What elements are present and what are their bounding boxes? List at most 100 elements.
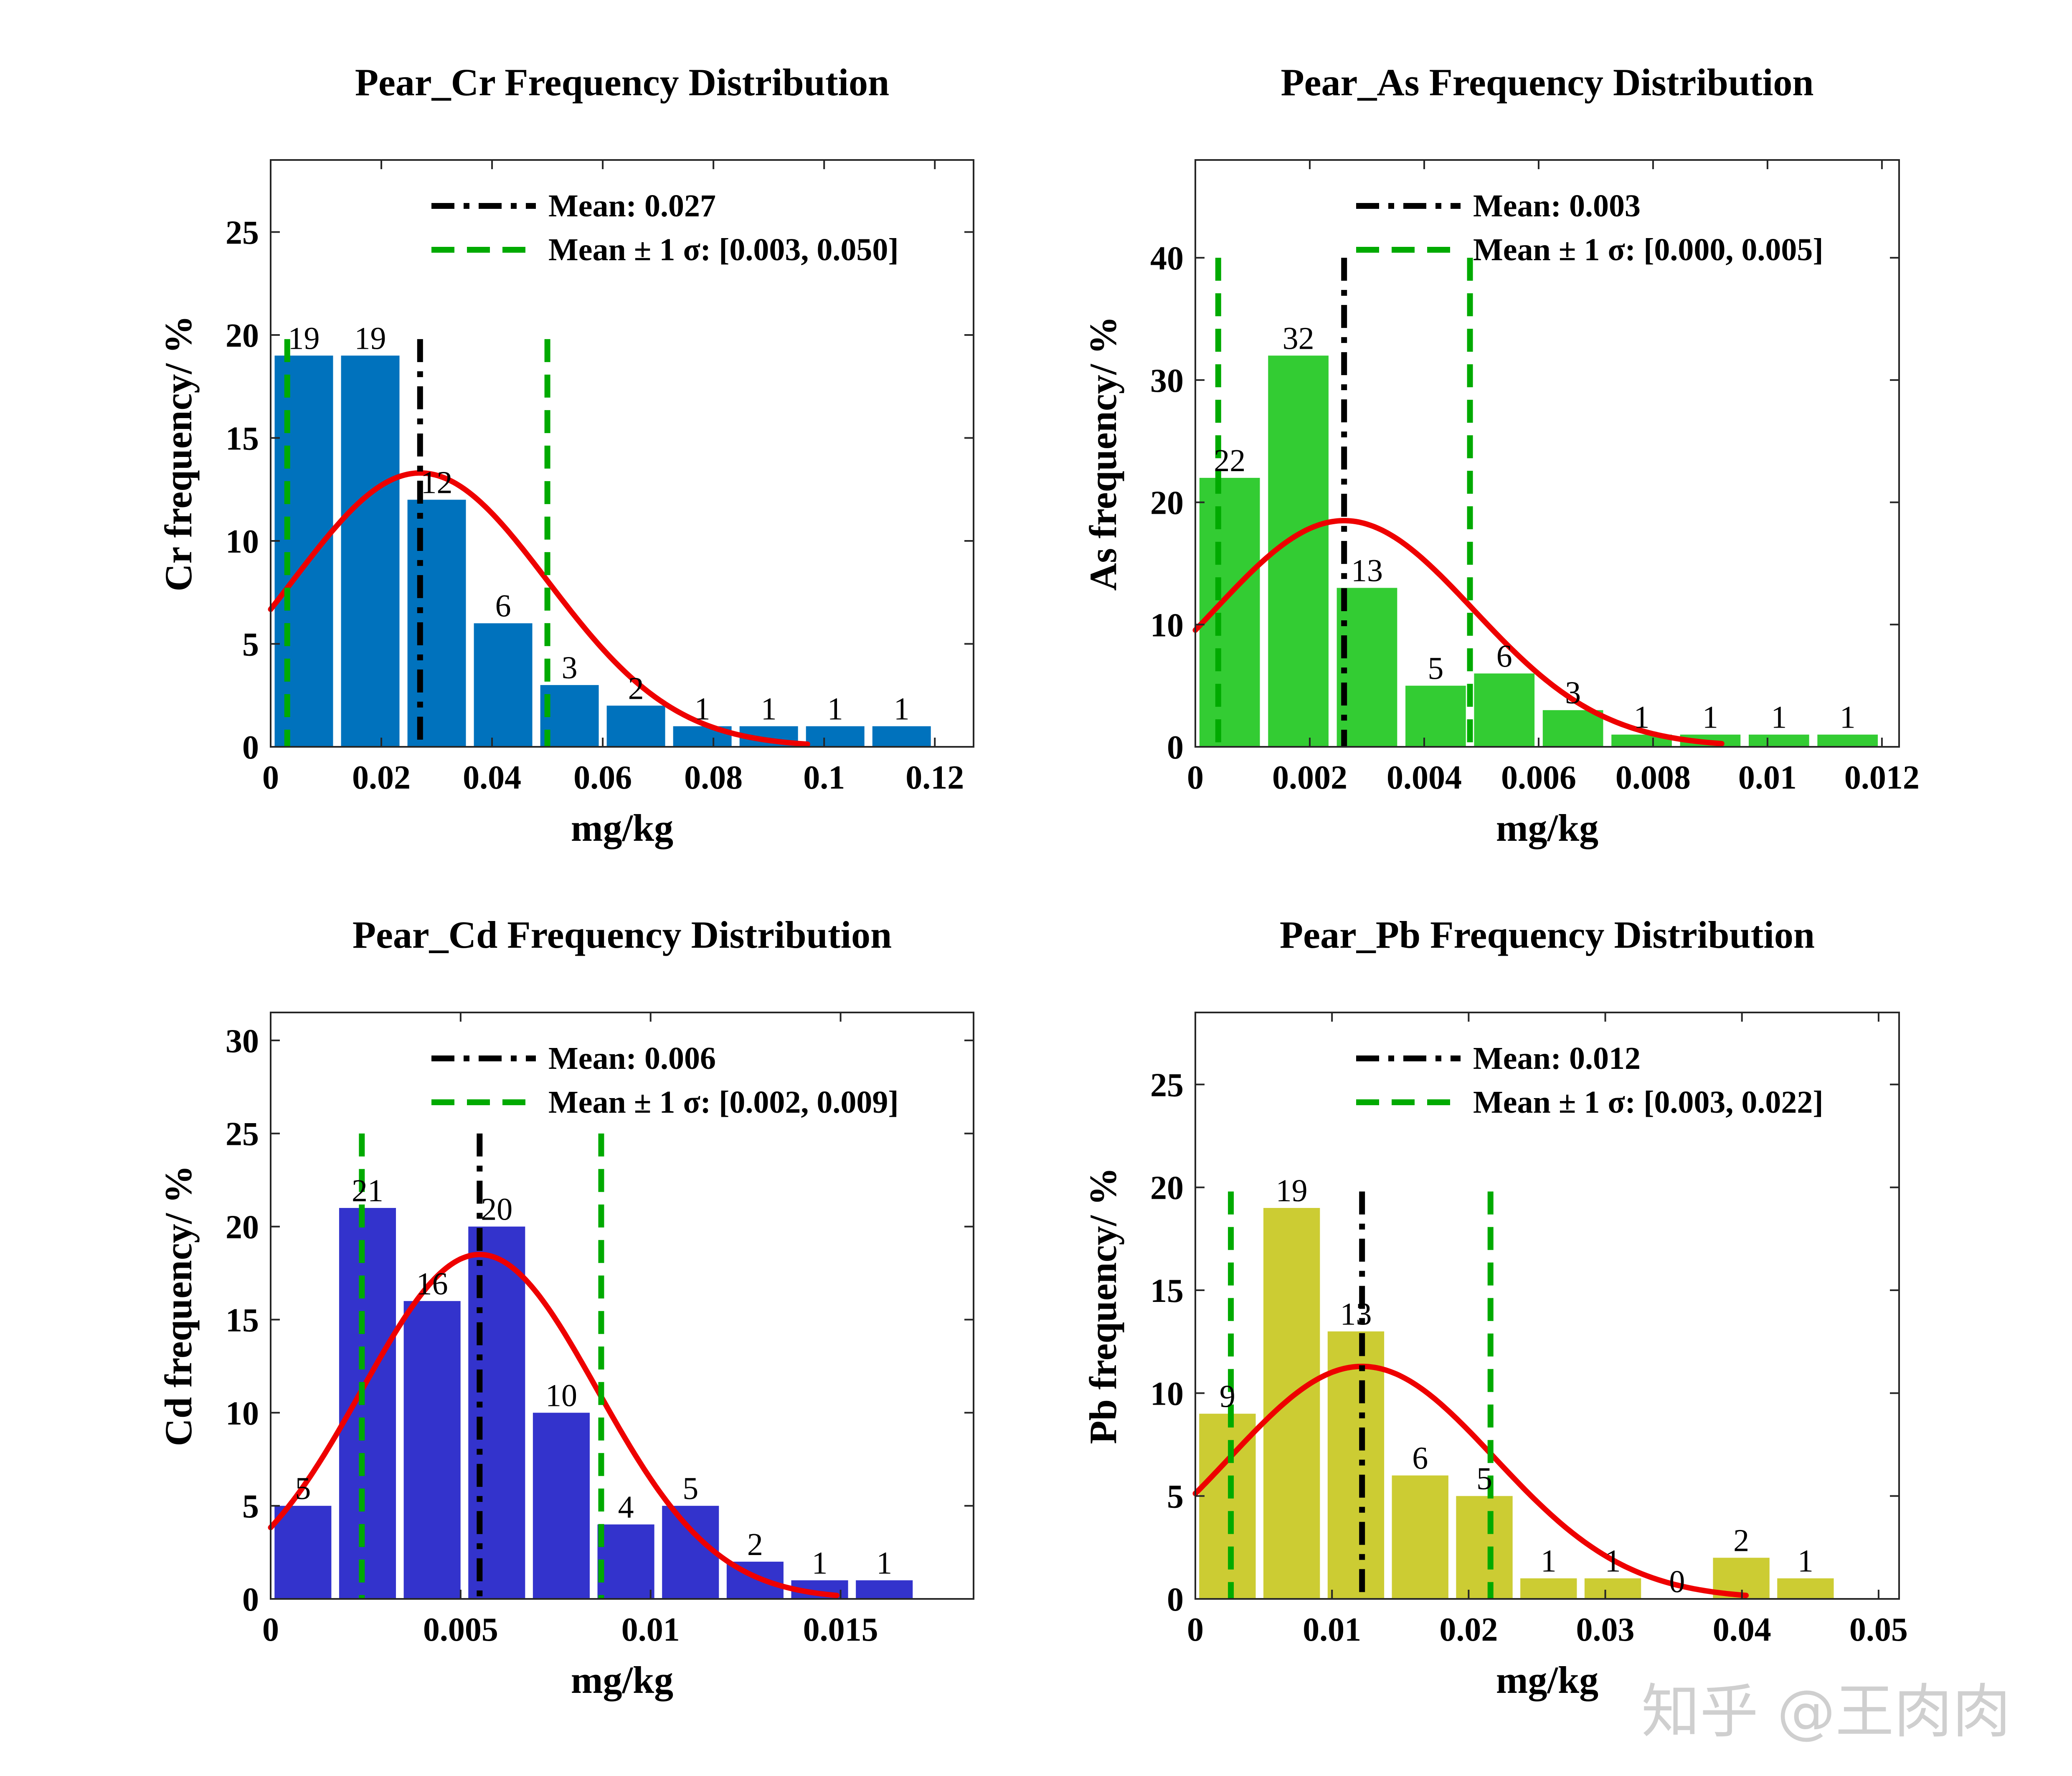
histogram-bar [533, 1413, 590, 1599]
histogram-bar [872, 726, 931, 747]
y-axis-label: Cr frequency/ % [157, 315, 200, 591]
y-tick-label: 0 [1167, 729, 1184, 766]
histogram-bar [606, 705, 665, 747]
y-tick-label: 0 [242, 1581, 259, 1618]
legend-mean-label: Mean: 0.027 [548, 188, 716, 223]
bar-value-label: 2 [628, 671, 644, 706]
y-tick-label: 25 [1150, 1067, 1184, 1104]
chart-title: Pear_Cr Frequency Distribution [355, 61, 889, 104]
bar-value-label: 1 [1798, 1544, 1813, 1579]
bar-value-label: 13 [1340, 1297, 1372, 1332]
bar-value-label: 2 [747, 1527, 763, 1562]
histogram-bar [274, 355, 333, 747]
bar-value-label: 9 [1220, 1379, 1235, 1414]
y-tick-label: 20 [226, 317, 259, 354]
bar-value-label: 2 [1733, 1523, 1749, 1558]
histogram-bar [339, 1208, 396, 1599]
x-axis-label: mg/kg [571, 807, 673, 849]
axes-frame [1195, 159, 1900, 748]
x-axis-label: mg/kg [571, 1659, 673, 1701]
normal-fit-curve [268, 1251, 839, 1598]
x-tick-label: 0.01 [621, 1611, 680, 1648]
bar-value-label: 19 [1276, 1173, 1308, 1208]
histogram-bar [1584, 1578, 1641, 1599]
y-tick-label: 20 [226, 1209, 259, 1246]
bar-value-label: 6 [1412, 1441, 1428, 1476]
histogram-bar [662, 1506, 719, 1599]
normal-fit-curve [1192, 518, 1725, 746]
bar-value-label: 1 [695, 692, 710, 727]
y-tick-label: 30 [226, 1023, 259, 1060]
y-tick-label: 25 [226, 215, 259, 251]
legend-sigma-label: Mean ± 1 σ: [0.002, 0.009] [548, 1085, 899, 1120]
bar-value-label: 19 [355, 321, 386, 356]
bar-value-label: 6 [495, 589, 511, 624]
y-tick-label: 15 [226, 421, 259, 457]
x-tick-label: 0 [1187, 1611, 1204, 1648]
legend-mean-label: Mean: 0.003 [1473, 188, 1641, 223]
y-tick-label: 0 [1167, 1581, 1184, 1618]
chart-panel-2: Pear_As Frequency Distribution 22 32 13 5 6 3 1… [1082, 61, 1920, 849]
histogram-bar [1748, 734, 1809, 747]
y-axis-label: As frequency/ % [1082, 316, 1124, 591]
x-tick-label: 0.04 [1713, 1611, 1771, 1648]
y-axis-label: Pb frequency/ % [1082, 1167, 1124, 1444]
bar-value-label: 20 [481, 1192, 512, 1227]
y-tick-label: 10 [226, 1395, 259, 1432]
chart-title: Pear_As Frequency Distribution [1281, 61, 1813, 104]
y-tick-label: 15 [1150, 1273, 1184, 1309]
histogram-bar [1520, 1578, 1577, 1599]
bar-value-label: 6 [1496, 639, 1512, 674]
bar-value-label: 1 [827, 692, 843, 727]
bar-value-label: 5 [1476, 1461, 1492, 1497]
y-axis-label: Cd frequency/ % [157, 1165, 200, 1446]
histogram-bar [1327, 1331, 1385, 1599]
histogram-bar [274, 1506, 332, 1599]
x-tick-label: 0.08 [684, 759, 743, 796]
bar-value-label: 1 [761, 692, 777, 727]
x-tick-label: 0.006 [1501, 759, 1576, 796]
legend-sigma-label: Mean ± 1 σ: [0.003, 0.050] [548, 232, 899, 267]
x-tick-label: 0.01 [1303, 1611, 1361, 1648]
x-tick-label: 0.008 [1616, 759, 1691, 796]
bar-value-label: 1 [1771, 700, 1787, 735]
axes-frame [270, 159, 974, 748]
histogram-bar [1456, 1496, 1513, 1599]
y-tick-label: 40 [1150, 240, 1184, 277]
legend-sigma-label: Mean ± 1 σ: [0.000, 0.005] [1473, 232, 1823, 267]
x-axis-label: mg/kg [1496, 807, 1598, 849]
x-tick-label: 0 [1187, 759, 1204, 796]
legend-sigma-label: Mean ± 1 σ: [0.003, 0.022] [1473, 1085, 1823, 1120]
legend-mean-label: Mean: 0.012 [1473, 1041, 1641, 1076]
watermark: 知乎 @王肉肉 [1641, 1678, 2011, 1746]
bar-value-label: 4 [618, 1490, 634, 1525]
chart-title: Pear_Cd Frequency Distribution [353, 913, 892, 956]
bar-value-label: 19 [288, 321, 320, 356]
y-tick-label: 0 [242, 729, 259, 766]
x-tick-label: 0.015 [803, 1611, 878, 1648]
y-tick-label: 20 [1150, 485, 1184, 522]
bar-value-label: 22 [1214, 443, 1245, 478]
x-tick-label: 0.005 [423, 1611, 498, 1648]
bar-value-label: 12 [421, 465, 453, 500]
y-tick-label: 5 [1167, 1479, 1184, 1515]
x-tick-label: 0 [262, 1611, 279, 1648]
x-tick-label: 0.02 [1439, 1611, 1498, 1648]
x-axis-label: mg/kg [1496, 1659, 1598, 1701]
histogram-bar [1817, 734, 1878, 747]
bar-value-label: 1 [894, 692, 910, 727]
y-tick-label: 5 [242, 1488, 259, 1525]
bar-value-label: 0 [1669, 1564, 1685, 1599]
x-tick-label: 0.05 [1849, 1611, 1908, 1648]
histogram-bar [1392, 1475, 1448, 1599]
histogram-bar [403, 1301, 461, 1599]
x-tick-label: 0.012 [1844, 759, 1920, 796]
axes-frame [270, 1012, 974, 1600]
chart-panel-1: Pear_Cr Frequency Distribution 19 19 12 6 3 2 1… [157, 61, 974, 849]
histogram-bar [1337, 588, 1397, 747]
bar-value-label: 3 [1565, 675, 1581, 710]
x-tick-label: 0 [262, 759, 279, 796]
histogram-bar [407, 500, 466, 747]
